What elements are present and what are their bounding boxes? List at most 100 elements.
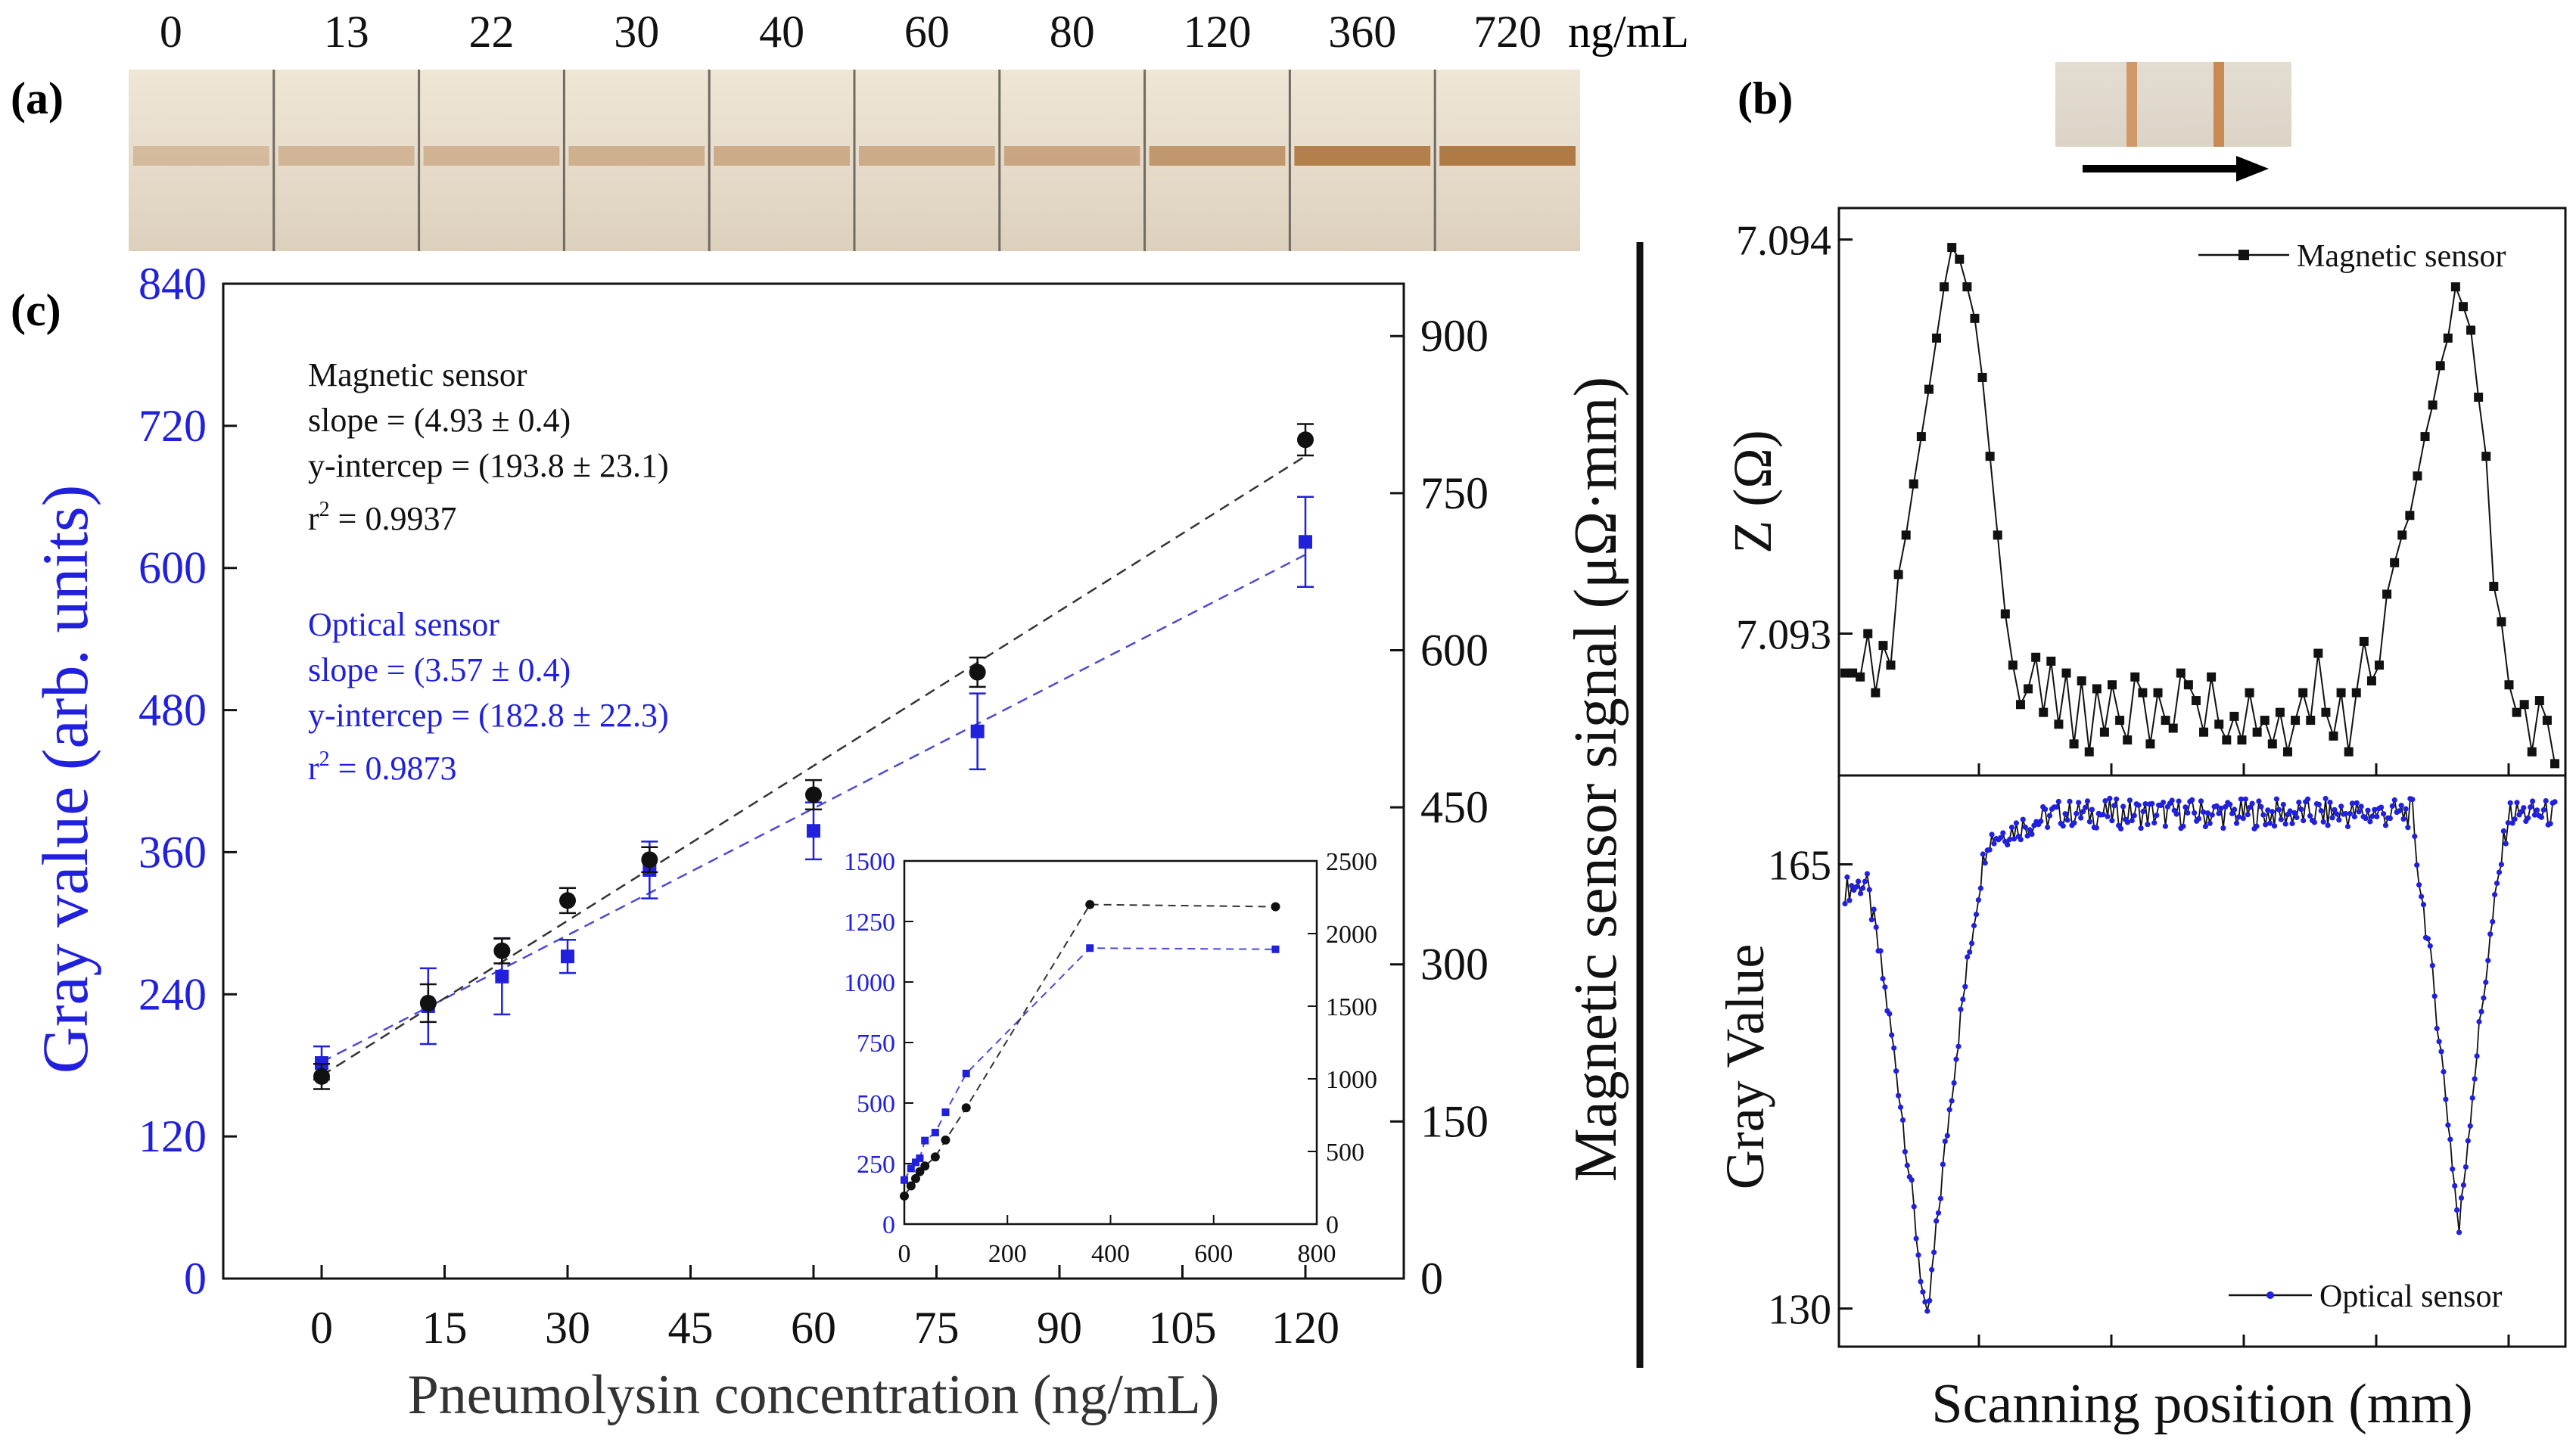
concentration-label: 360 [1328,7,1396,57]
concentration-label: 60 [904,7,950,57]
magnetic-scan-point [2199,727,2209,737]
scan-direction-arrow [2083,156,2269,182]
inset-optical-point [931,1129,939,1137]
inset-y2-tick-label: 500 [1326,1139,1364,1167]
y-tick-label: 0 [184,1254,207,1304]
magnetic-scan-point [2054,719,2064,729]
inset-y-tick-label: 1000 [844,969,895,997]
optical-scan-point [2149,800,2155,806]
concentration-label: 0 [160,7,182,57]
inset-optical-point [1271,945,1280,953]
y-tick-label: 600 [138,543,207,593]
optical-scan-point [1866,887,1872,893]
magnetic-scan-point [1893,570,1903,580]
optical-scan-point [2124,819,2130,825]
magnetic-scan-point [1993,530,2002,540]
optical-scan-point [2000,830,2006,836]
optical-scan-point [2214,803,2220,809]
optical-scan-point [2507,800,2513,806]
optical-scan-point [2316,801,2322,807]
optical-scan-point [1891,1045,1897,1051]
magnetic-fit-line [321,455,1306,1077]
inset-magnetic-point [906,1181,916,1191]
x-tick-label: 0 [310,1303,333,1353]
inset-y-tick-label: 1250 [844,909,895,937]
magnetic-scan-point [2420,432,2430,442]
optical-scan-point [2485,958,2491,964]
optical-scan-point [1858,890,1864,897]
inset-x-tick-label: 800 [1298,1240,1336,1268]
inset-optical-point [911,1158,919,1167]
optical-scan-point [2076,800,2082,806]
optical-scan-point [2534,807,2540,813]
optical-scan-point [2481,995,2487,1001]
x-tick-label: 75 [914,1303,960,1353]
optical-scan-point [2344,823,2351,830]
optical-scan-point [2509,820,2515,826]
optical-scan-point [2138,825,2144,831]
optical-scan-point [2055,798,2061,805]
magnetic-scan-point [2390,558,2400,567]
test-band [1294,146,1431,166]
magnetic-scan-point [2375,660,2385,670]
optical-scan-point [1924,1308,1930,1314]
optical-scan-point [2301,818,2307,824]
arrow-head [2236,156,2269,182]
optical-scan-point [2064,817,2070,823]
test-band [1149,146,1286,166]
optical-scan-point [2232,806,2238,813]
optical-scan-point [2218,805,2224,811]
optical-scan-point [2474,1053,2480,1059]
magnetic-scan-point [2099,727,2109,737]
optical-scan-point [2538,814,2544,820]
optical-scan-point [2378,804,2385,810]
magnetic-scan-point [1947,243,1957,253]
optical-scan-point [2540,806,2546,813]
magnetic-scan-point [2519,700,2529,710]
z-tick-label: 7.094 [1736,218,1831,265]
optical-scan-point [2204,810,2210,816]
magnetic-scan-point [2123,735,2133,745]
test-band [568,146,705,166]
magnetic-scan-point [2550,759,2559,769]
y-tick-label: 720 [138,401,207,451]
magnetic-scan-point [2061,668,2071,678]
magnetic-scan-point [1970,313,1980,323]
optical-point [495,969,509,984]
optical-scan-point [2180,823,2186,829]
inset-y-tick-label: 0 [882,1211,895,1239]
magnetic-scan-point [2344,747,2354,757]
optical-scan-point [2270,809,2276,815]
magnetic-scan-point [2291,716,2301,726]
optical-scan-point [1960,996,1966,1002]
optical-scan-point [2320,819,2326,825]
inset-y-tick-label: 500 [857,1090,895,1118]
optical-scan-point [2114,796,2120,802]
optical-scan-point [1971,922,1977,929]
optical-scan-point [2189,797,2195,803]
scan-x-axis-label: Scanning position (mm) [1931,1373,2472,1435]
optical-scan-point [2427,943,2433,949]
x-tick-label: 90 [1037,1303,1082,1353]
optical-scan-point [2369,813,2375,819]
optical-scan-point [2307,813,2313,819]
y-tick-label: 120 [138,1111,207,1161]
optical-scan-point [1896,1092,1902,1099]
inset-chart: 0 200 400 600 800025050075010001250150005001… [844,848,1377,1268]
magnetic-scan-point [2214,719,2224,729]
optical-scan-point [2416,882,2422,888]
optical-scan-point [2282,821,2288,827]
optical-scan-point [2403,806,2409,812]
optical-scan-point [2505,820,2511,826]
test-band [1439,146,1576,166]
optical-scan-point [2296,799,2302,806]
optical-scan-point [1967,949,1973,955]
optical-scan-point [2078,815,2084,821]
magnetic-scan-point [2024,684,2033,694]
inset-background [904,861,1317,1224]
magnetic-scan-point [1924,384,1934,394]
magnetic-scan-point [1916,432,1926,442]
optical-scan-point [1980,851,1986,857]
inset-magnetic-point [930,1152,940,1162]
optical-scan-point [2372,806,2378,813]
